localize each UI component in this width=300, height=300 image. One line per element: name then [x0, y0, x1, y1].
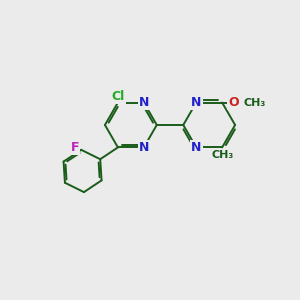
Text: F: F [70, 141, 79, 154]
Text: N: N [191, 96, 201, 109]
Text: N: N [139, 141, 149, 154]
Text: CH₃: CH₃ [211, 150, 233, 160]
Text: Cl: Cl [111, 90, 124, 103]
Text: O: O [229, 96, 239, 109]
Text: CH₃: CH₃ [244, 98, 266, 107]
Text: N: N [139, 96, 149, 109]
Text: N: N [191, 141, 201, 154]
